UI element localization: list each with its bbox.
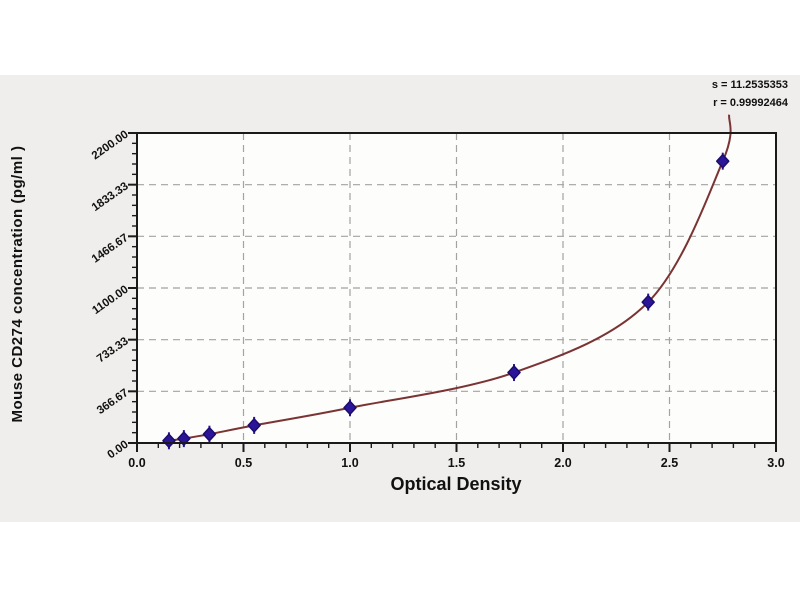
svg-text:1466.67: 1466.67 — [90, 232, 131, 266]
svg-text:1.0: 1.0 — [341, 456, 358, 470]
svg-text:2.5: 2.5 — [661, 456, 678, 470]
svg-text:1.5: 1.5 — [448, 456, 465, 470]
fit-correlation-annotation: r = 0.99992464 — [713, 97, 788, 109]
svg-text:366.67: 366.67 — [95, 387, 131, 417]
x-axis-title: Optical Density — [390, 474, 522, 494]
svg-text:3.0: 3.0 — [767, 456, 784, 470]
y-axis-title: Mouse CD274 concentration (pg/ml ) — [9, 145, 26, 423]
svg-text:2.0: 2.0 — [554, 456, 571, 470]
fit-stderr-annotation: s = 11.2535353 — [711, 79, 788, 91]
svg-text:0.5: 0.5 — [235, 456, 252, 470]
svg-text:1100.00: 1100.00 — [90, 284, 130, 317]
svg-text:2200.00: 2200.00 — [90, 129, 131, 163]
svg-text:0.00: 0.00 — [105, 439, 130, 462]
svg-text:0.0: 0.0 — [128, 456, 145, 470]
svg-text:733.33: 733.33 — [95, 335, 131, 365]
svg-text:1833.33: 1833.33 — [90, 180, 131, 214]
